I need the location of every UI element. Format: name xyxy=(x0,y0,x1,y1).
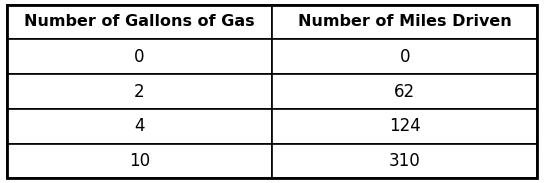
Text: 62: 62 xyxy=(394,83,415,100)
Bar xyxy=(7,109,272,144)
Text: 124: 124 xyxy=(389,117,421,135)
Bar xyxy=(7,144,272,178)
Text: 2: 2 xyxy=(134,83,145,100)
Bar xyxy=(272,144,537,178)
Bar xyxy=(7,39,272,74)
Bar xyxy=(272,109,537,144)
Text: 310: 310 xyxy=(389,152,421,170)
Text: 10: 10 xyxy=(129,152,150,170)
Bar xyxy=(7,5,272,39)
Text: 0: 0 xyxy=(399,48,410,66)
Text: Number of Miles Driven: Number of Miles Driven xyxy=(298,14,511,29)
Text: Number of Gallons of Gas: Number of Gallons of Gas xyxy=(24,14,255,29)
Bar xyxy=(272,74,537,109)
Bar xyxy=(272,39,537,74)
Text: 4: 4 xyxy=(134,117,145,135)
Text: 0: 0 xyxy=(134,48,145,66)
Bar xyxy=(272,5,537,39)
Bar xyxy=(7,74,272,109)
